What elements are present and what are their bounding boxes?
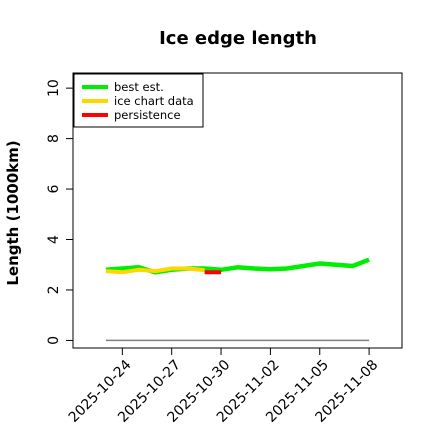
series-layer — [105, 257, 370, 342]
y-tick-label: 6 — [46, 185, 62, 194]
y-tick-label: 4 — [46, 235, 62, 244]
x-axis: 2025-10-242025-10-272025-10-302025-11-02… — [66, 348, 381, 426]
y-tick-label: 0 — [46, 336, 62, 345]
chart-title: Ice edge length — [159, 28, 317, 49]
plot-area — [72, 72, 403, 349]
y-axis-label: Length (1000km) — [4, 140, 22, 285]
y-tick-label: 8 — [46, 134, 62, 143]
y-tick-label: 2 — [46, 286, 62, 295]
legend-entry: best est. — [114, 80, 164, 94]
legend-entry: ice chart data — [114, 94, 194, 108]
y-axis: 0 2 4 6 8 10 — [46, 79, 73, 345]
legend-entry: persistence — [114, 108, 181, 122]
legend-box — [73, 73, 204, 128]
y-tick-label: 10 — [46, 79, 62, 97]
series-line-ice-chart-data — [105, 266, 205, 275]
